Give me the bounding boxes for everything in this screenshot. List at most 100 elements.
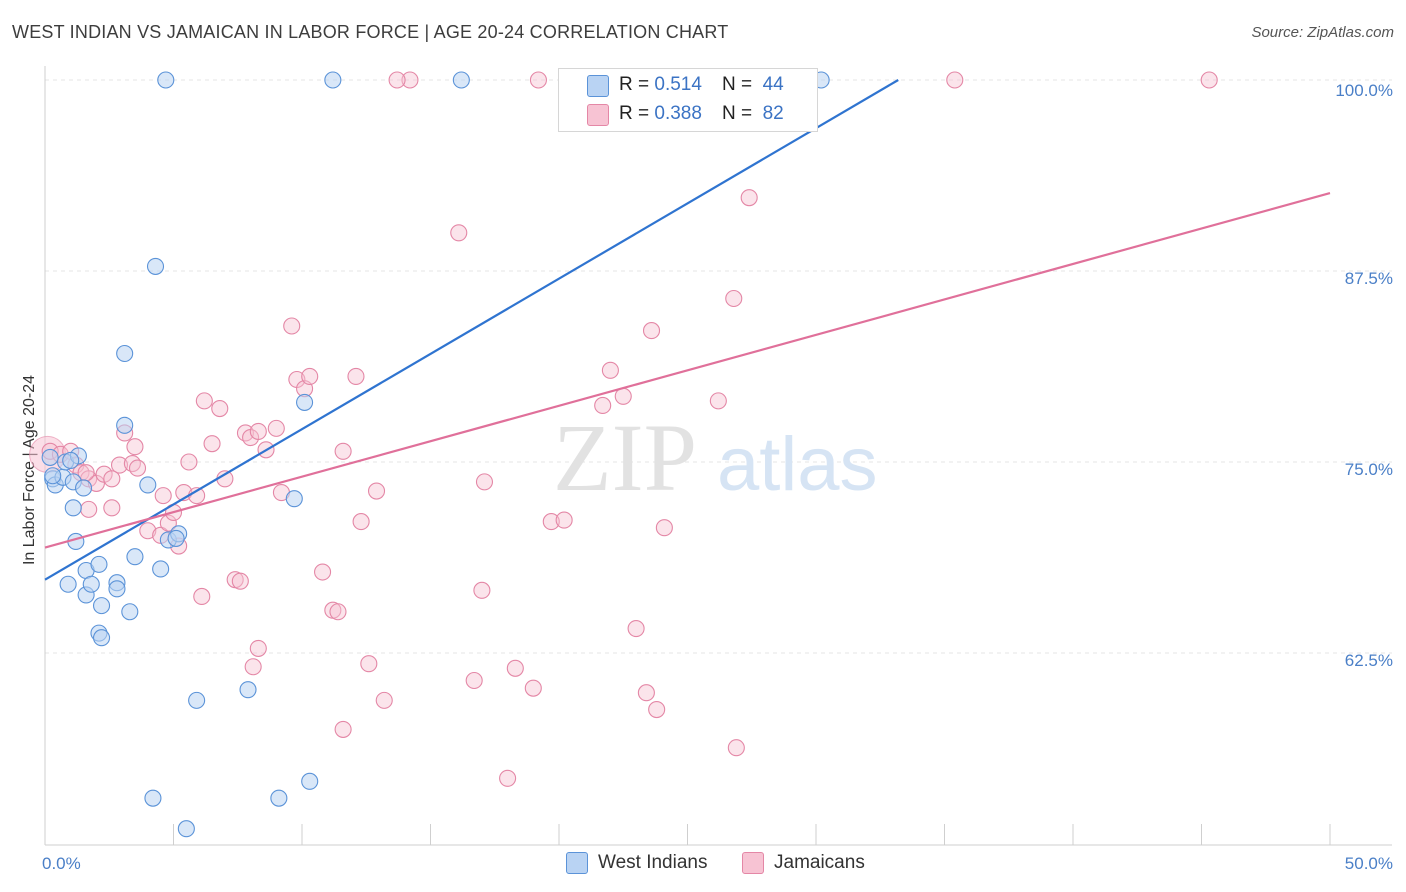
jamaicans-point (727, 739, 745, 757)
jamaicans-point (128, 459, 147, 477)
jamaicans-trend-line (44, 192, 1331, 549)
west-indians-point (116, 416, 134, 434)
series-legend-jamaicans: Jamaicans (742, 852, 865, 874)
west-indians-point (92, 629, 111, 647)
jamaicans-point (725, 289, 743, 308)
legend-r-label: R = (619, 103, 650, 124)
watermark-atlas: atlas (717, 422, 878, 507)
west-indians-point (121, 603, 139, 621)
jamaicans-point (475, 473, 494, 491)
jamaicans-point (506, 659, 524, 677)
jamaicans-point (637, 684, 655, 702)
jamaicans-point (946, 71, 964, 89)
jamaicans-point (159, 514, 177, 532)
jamaicans-point (244, 658, 262, 676)
series-swatch-blue (566, 852, 588, 874)
west-indians-point (270, 789, 288, 807)
jamaicans-point (524, 679, 542, 697)
source-label: Source: ZipAtlas.com (1251, 24, 1394, 41)
legend-row-west-indians: R = 0.514 N = 44 (619, 72, 784, 98)
west-indians-point (62, 451, 80, 470)
west-indians-point (239, 681, 257, 699)
jamaicans-point (110, 456, 129, 474)
jamaicans-point (740, 189, 758, 207)
west-indians-point (144, 789, 162, 807)
tick-labels: 62.5% 75.0% 87.5% 100.0% 0.0% 50.0% (42, 81, 1393, 873)
west-indians-point (452, 71, 470, 89)
jamaicans-point (154, 487, 172, 505)
jamaicans-point (283, 317, 301, 335)
jamaicans-point (352, 513, 370, 531)
jamaicans-point (375, 691, 393, 709)
correlation-legend: R = 0.514 N = 44 R = 0.388 N = 82 (558, 68, 818, 132)
jamaicans-point (103, 499, 121, 517)
jamaicans-point (367, 482, 386, 500)
west-indians-point (108, 580, 126, 598)
chart-title: WEST INDIAN VS JAMAICAN IN LABOR FORCE |… (12, 22, 729, 42)
west-indians-points (41, 71, 830, 838)
west-indians-point (146, 257, 165, 275)
jamaicans-point (267, 419, 285, 437)
legend-swatch-pink (587, 104, 609, 126)
x-tick-label: 0.0% (42, 854, 81, 873)
jamaicans-point (594, 396, 612, 415)
legend-n-label: N = (721, 103, 753, 124)
jamaicans-point (80, 500, 98, 518)
west-indians-point (324, 71, 342, 89)
jamaicans-point (203, 435, 221, 453)
jamaicans-point (499, 769, 517, 787)
west-indians-point (188, 691, 206, 709)
legend-n-value: 44 (762, 74, 784, 95)
west-indians-point (177, 820, 195, 838)
west-indians-point (41, 448, 59, 466)
legend-row-jamaicans: R = 0.388 N = 82 (619, 101, 784, 127)
y-tick-label: 75.0% (1345, 460, 1393, 479)
jamaicans-point (123, 454, 141, 473)
jamaicans-point (642, 322, 661, 340)
jamaicans-point (601, 361, 619, 379)
legend-n-value: 82 (762, 103, 784, 124)
jamaicans-point (360, 655, 378, 673)
jamaicans-point (465, 671, 483, 690)
jamaicans-point (329, 603, 347, 621)
trend-lines (44, 79, 1331, 581)
west-indians-point (139, 476, 157, 494)
jamaicans-point (126, 438, 144, 456)
jamaicans-point (103, 470, 121, 488)
jamaicans-point (555, 511, 573, 529)
jamaicans-point (542, 513, 560, 531)
jamaicans-point (249, 422, 267, 440)
west-indians-point (44, 467, 62, 485)
legend-r-label: R = (619, 74, 650, 95)
grid-lines (45, 79, 1392, 654)
west-indians-point (90, 555, 108, 573)
jamaicans-point (314, 563, 332, 581)
jamaicans-point (231, 572, 249, 590)
west-indians-point (92, 597, 111, 615)
y-tick-label: 100.0% (1335, 81, 1393, 100)
jamaicans-point (627, 620, 645, 638)
series-label: West Indians (598, 852, 708, 873)
legend-swatch-blue (587, 75, 609, 97)
legend-n-label: N = (721, 74, 753, 95)
watermark-zip: ZIP (553, 404, 697, 511)
west-indians-point (152, 560, 170, 578)
jamaicans-point (249, 639, 267, 657)
jamaicans-point (401, 71, 419, 89)
x-tick-label: 50.0% (1345, 854, 1393, 873)
jamaicans-point (236, 424, 255, 442)
jamaicans-point (388, 71, 406, 89)
jamaicans-point (347, 367, 365, 385)
west-indians-point (82, 575, 100, 593)
west-indians-point (301, 772, 319, 790)
jamaicans-point (529, 71, 547, 89)
west-indians-point (126, 548, 144, 566)
jamaicans-point (655, 519, 673, 537)
jamaicans-point (1200, 71, 1218, 89)
series-label: Jamaicans (774, 852, 865, 873)
jamaicans-point (473, 581, 491, 599)
jamaicans-point (193, 587, 211, 606)
jamaicans-point (139, 522, 157, 540)
jamaicans-point (334, 720, 352, 738)
